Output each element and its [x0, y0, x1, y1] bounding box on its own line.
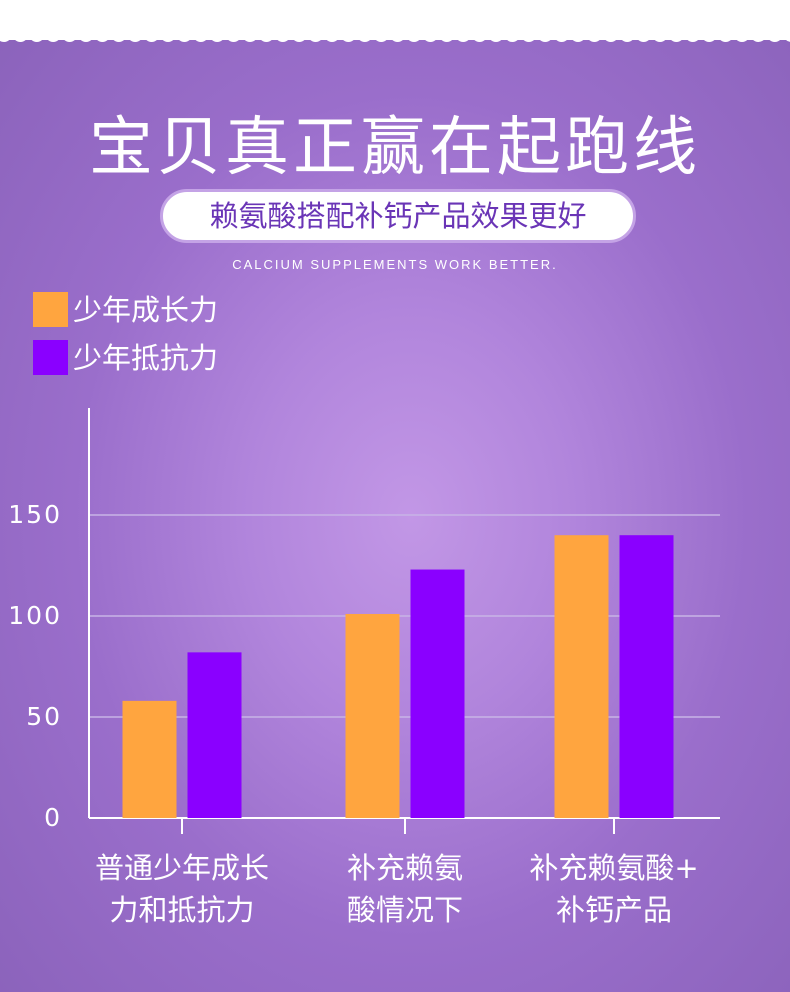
- scallop-bump: [209, 30, 226, 42]
- scallop-bump: [12, 30, 29, 42]
- scallop-bump: [225, 30, 242, 42]
- bar-growth-1: [122, 700, 177, 818]
- scallop-bump: [340, 30, 357, 42]
- scallop-bump: [28, 30, 45, 42]
- scallop-bump: [471, 30, 488, 42]
- scallop-bump: [192, 30, 209, 42]
- bar-immunity-2: [410, 569, 465, 818]
- y-tick-label: 50: [26, 702, 62, 731]
- scallop-bump: [750, 30, 767, 42]
- scallop-bump: [307, 30, 324, 42]
- scallop-bump: [45, 30, 62, 42]
- legend-label-growth: 少年成长力: [73, 293, 219, 327]
- scallop-bump: [274, 30, 291, 42]
- scallop-bump: [734, 30, 750, 42]
- scallop-bump: [0, 30, 12, 42]
- scallop-bump: [438, 30, 455, 42]
- legend-label-immunity: 少年抵抗力: [73, 341, 219, 375]
- scallop-bump: [783, 30, 790, 42]
- scallop-bump: [570, 30, 586, 42]
- legend-swatch-purple: [33, 340, 68, 375]
- scallop-bump: [520, 30, 537, 42]
- scallop-bump: [766, 30, 783, 42]
- scallop-bump: [537, 30, 554, 42]
- scallop-bump: [258, 30, 275, 42]
- scallop-bump: [652, 30, 668, 42]
- x-category-label: 补充赖氨: [347, 851, 463, 885]
- scallop-bump: [127, 30, 144, 42]
- scallop-bump: [635, 30, 652, 42]
- legend-swatch-orange: [33, 292, 68, 327]
- scallop-bump: [324, 30, 340, 42]
- bar-growth-3: [554, 535, 609, 818]
- scallop-bump: [422, 30, 439, 42]
- scallop-bump: [94, 30, 111, 42]
- scallop-bump: [684, 30, 701, 42]
- x-category-label: 补钙产品: [556, 893, 672, 927]
- scallop-bump: [78, 30, 94, 42]
- page-title: 宝贝真正赢在起跑线: [89, 111, 701, 185]
- scallop-bump: [488, 30, 504, 42]
- scallop-bump: [553, 30, 570, 42]
- scallop-bump: [602, 30, 619, 42]
- scallop-bump: [61, 30, 78, 42]
- scallop-bump: [717, 30, 734, 42]
- y-tick-label: 100: [8, 601, 62, 630]
- bar-growth-2: [345, 613, 400, 818]
- scallop-bump: [176, 30, 193, 42]
- scallop-bump: [110, 30, 127, 42]
- scallop-bump: [701, 30, 718, 42]
- tagline: CALCIUM SUPPLEMENTS WORK BETTER.: [232, 257, 558, 272]
- bar-immunity-3: [619, 535, 674, 818]
- scallop-bump: [504, 30, 521, 42]
- scallop-bump: [586, 30, 603, 42]
- scalloped-edge: [0, 30, 790, 42]
- x-category-label: 力和抵抗力: [109, 893, 254, 927]
- scallop-bump: [143, 30, 160, 42]
- scallop-bump: [389, 30, 406, 42]
- scallop-bump: [356, 30, 373, 42]
- scallop-bump: [668, 30, 685, 42]
- scallop-bump: [242, 30, 258, 42]
- x-category-label: 普通少年成长: [95, 851, 269, 885]
- scallop-bump: [291, 30, 308, 42]
- x-category-label: 酸情况下: [347, 893, 463, 927]
- scallop-bump: [373, 30, 390, 42]
- scallop-bump: [455, 30, 472, 42]
- scallop-bump: [406, 30, 422, 42]
- subtitle-badge: 赖氨酸搭配补钙产品效果更好: [160, 189, 636, 243]
- y-tick-label: 150: [8, 500, 62, 529]
- scallop-bump: [160, 30, 176, 42]
- scallop-bump: [619, 30, 636, 42]
- bar-immunity-1: [187, 652, 242, 818]
- y-tick-label: 0: [44, 803, 62, 832]
- x-category-label: 补充赖氨酸+: [529, 851, 698, 885]
